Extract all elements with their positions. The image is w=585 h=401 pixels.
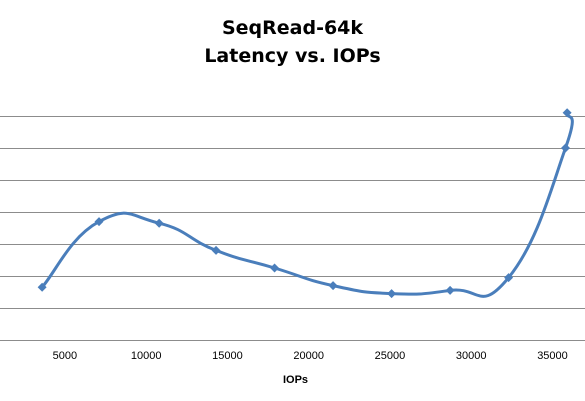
data-point-11: [562, 108, 572, 118]
chart-title-line-2: Latency vs. IOPs: [204, 45, 381, 67]
data-point-2: [94, 217, 104, 227]
data-point-10: [560, 143, 570, 153]
x-tick-label-15000: 15000: [212, 350, 243, 362]
x-tick-label-25000: 25000: [375, 350, 406, 362]
data-point-4: [211, 245, 221, 255]
data-point-8: [445, 285, 455, 295]
series-1-line: [40, 111, 574, 298]
x-tick-label-30000: 30000: [456, 350, 487, 362]
data-point-6: [328, 281, 338, 291]
x-tick-label-20000: 20000: [293, 350, 324, 362]
x-tick-label-35000: 35000: [537, 350, 568, 362]
data-point-3: [154, 218, 164, 228]
data-point-7: [387, 289, 397, 299]
data-point-5: [270, 263, 280, 273]
x-tick-label-10000: 10000: [131, 350, 162, 362]
x-tick-label-5000: 5000: [53, 350, 77, 362]
chart-title-line-1: SeqRead-64k: [221, 17, 364, 39]
data-point-9: [504, 273, 514, 283]
x-axis-label: IOPs: [283, 374, 308, 386]
data-point-1: [37, 282, 47, 292]
